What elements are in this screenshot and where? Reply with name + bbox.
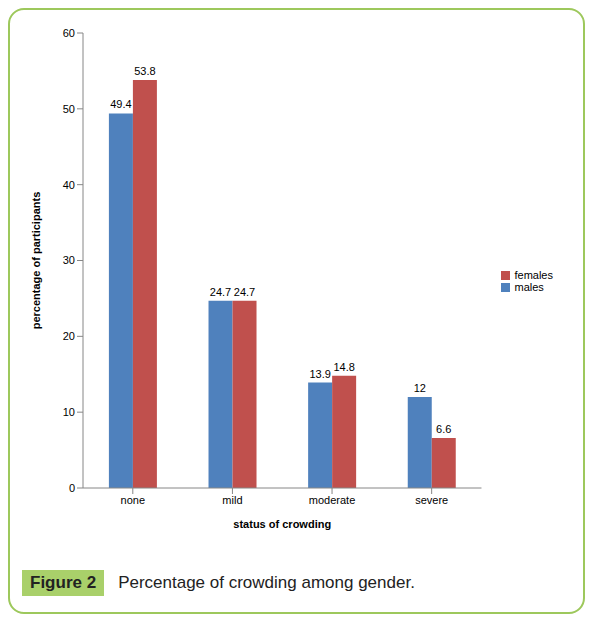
svg-text:6.6: 6.6	[436, 423, 451, 435]
svg-text:20: 20	[63, 330, 75, 342]
svg-text:13.9: 13.9	[309, 368, 330, 380]
svg-text:mild: mild	[222, 494, 242, 506]
svg-text:30: 30	[63, 254, 75, 266]
svg-text:40: 40	[63, 179, 75, 191]
svg-text:0: 0	[69, 482, 75, 494]
svg-text:49.4: 49.4	[110, 98, 131, 110]
svg-text:24.7: 24.7	[210, 286, 231, 298]
svg-text:percentage of participants: percentage of participants	[30, 192, 42, 330]
svg-text:24.7: 24.7	[234, 286, 255, 298]
html-text:Figure 2: Figure 2	[30, 573, 97, 592]
svg-text:60: 60	[63, 27, 75, 39]
svg-text:12: 12	[414, 382, 426, 394]
svg-text:14.8: 14.8	[333, 361, 354, 373]
html-text:females: females	[514, 268, 553, 281]
svg-text:status of crowding: status of crowding	[233, 518, 331, 530]
svg-text:10: 10	[63, 406, 75, 418]
svg-text:53.8: 53.8	[134, 65, 155, 77]
html-text:Percentage of crowding among g: Percentage of crowding among gender.	[118, 573, 415, 592]
svg-text:severe: severe	[415, 494, 448, 506]
svg-text:none: none	[121, 494, 145, 506]
svg-text:moderate: moderate	[309, 494, 355, 506]
html-text:males: males	[514, 280, 544, 293]
svg-text:50: 50	[63, 103, 75, 115]
